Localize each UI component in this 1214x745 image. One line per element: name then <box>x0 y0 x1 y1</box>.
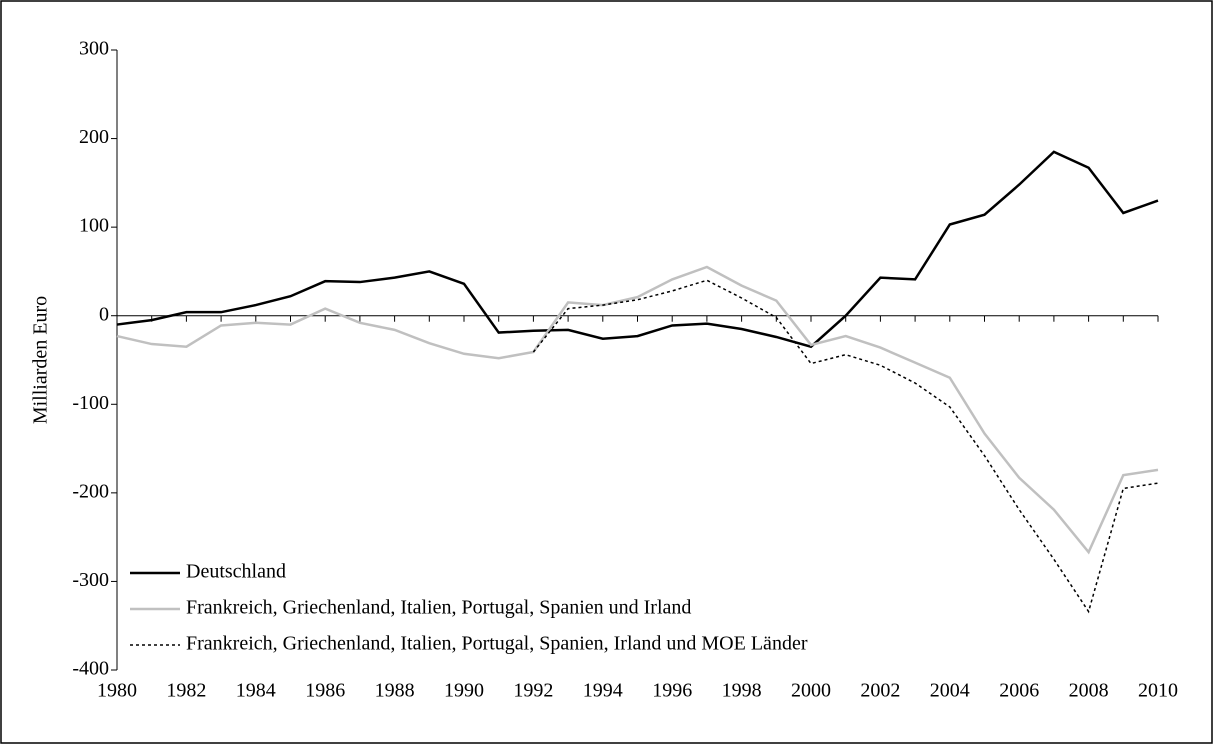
y-tick-label: 0 <box>99 303 109 325</box>
series-line <box>532 279 1159 614</box>
y-tick-label: -300 <box>72 569 109 591</box>
y-tick-label: -400 <box>72 658 109 680</box>
x-tick-label: 2006 <box>999 680 1039 702</box>
x-tick-label: 2002 <box>860 680 900 702</box>
series-line <box>116 150 1159 349</box>
y-tick-label: 100 <box>79 215 109 237</box>
x-tick-label: 2004 <box>930 680 970 702</box>
x-tick-label: 1994 <box>583 680 623 702</box>
legend-label: Frankreich, Griechenland, Italien, Portu… <box>186 633 808 655</box>
x-tick-label: 1982 <box>166 680 206 702</box>
x-tick-label: 1998 <box>722 680 762 702</box>
legend-label: Deutschland <box>186 561 286 583</box>
x-tick-label: 2010 <box>1138 680 1178 702</box>
y-tick-label: -100 <box>72 392 109 414</box>
y-axis-title: Milliarden Euro <box>30 296 52 424</box>
x-tick-label: 1986 <box>305 680 345 702</box>
x-tick-label: 1984 <box>236 680 276 702</box>
y-tick-label: 200 <box>79 126 109 148</box>
legend-label: Frankreich, Griechenland, Italien, Portu… <box>186 597 691 619</box>
x-tick-label: 1988 <box>375 680 415 702</box>
y-tick-label: 300 <box>79 38 109 60</box>
series-line <box>116 265 1159 555</box>
x-tick-label: 2008 <box>1069 680 1109 702</box>
x-tick-label: 1996 <box>652 680 692 702</box>
x-tick-label: 2000 <box>791 680 831 702</box>
y-tick-label: -200 <box>72 480 109 502</box>
x-tick-label: 1992 <box>513 680 553 702</box>
x-tick-label: 1980 <box>97 680 137 702</box>
x-tick-label: 1990 <box>444 680 484 702</box>
